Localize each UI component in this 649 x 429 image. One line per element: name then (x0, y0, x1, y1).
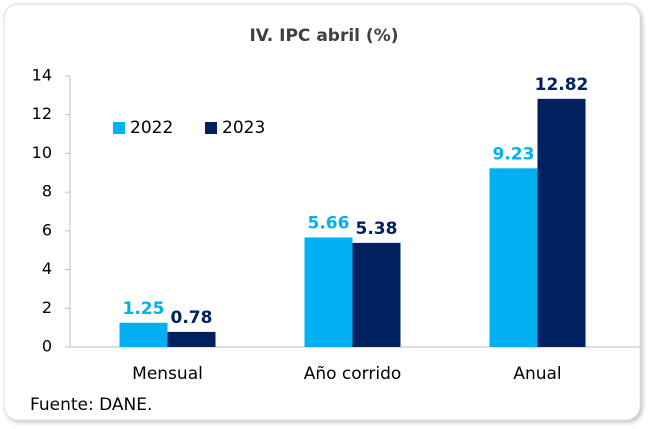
bar (352, 242, 401, 347)
legend-swatch (205, 122, 217, 134)
bar (489, 168, 538, 347)
bar (304, 237, 353, 347)
y-tick-label: 10 (32, 143, 52, 162)
bar (537, 98, 586, 347)
legend-label: 2023 (222, 118, 265, 138)
data-label: 5.38 (356, 219, 398, 239)
x-tick-label: Mensual (132, 364, 203, 384)
data-label: 1.25 (123, 299, 165, 319)
data-label: 9.23 (493, 144, 535, 164)
bar (119, 322, 168, 347)
chart-title: IV. IPC abril (%) (249, 26, 398, 46)
y-tick-label: 0 (42, 337, 52, 356)
y-tick-label: 4 (42, 259, 52, 278)
legend-label: 2022 (130, 118, 173, 138)
card (3, 3, 641, 421)
y-tick-label: 14 (32, 66, 52, 85)
y-tick-label: 2 (42, 298, 52, 317)
x-tick-label: Año corrido (304, 364, 402, 384)
x-tick-label: Anual (513, 364, 561, 384)
y-tick-label: 8 (42, 182, 52, 201)
data-label: 12.82 (535, 75, 589, 95)
y-tick-label: 12 (32, 104, 52, 123)
data-label: 0.78 (171, 308, 213, 328)
source-note: Fuente: DANE. (30, 395, 152, 415)
legend-swatch (113, 122, 125, 134)
bar (167, 331, 216, 347)
y-tick-label: 6 (42, 220, 52, 239)
data-label: 5.66 (308, 213, 350, 233)
